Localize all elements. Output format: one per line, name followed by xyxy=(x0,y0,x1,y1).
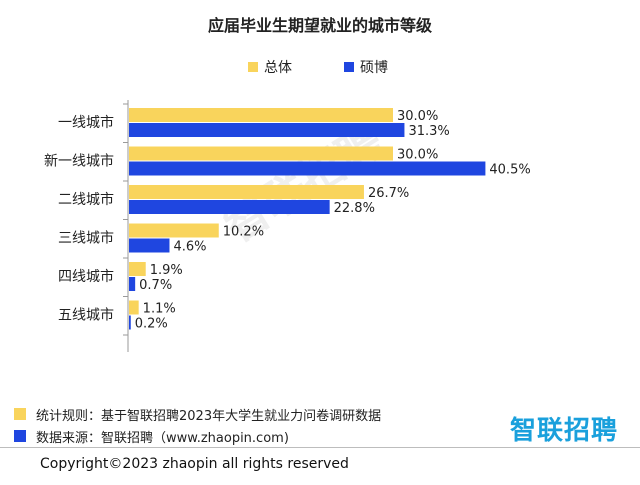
bar-value-label: 4.6% xyxy=(173,240,206,255)
note-text-source: 数据来源：智联招聘（www.zhaopin.com) xyxy=(36,430,289,446)
bar-value-label: 0.2% xyxy=(135,317,168,332)
bar-value-label: 30.0% xyxy=(397,109,438,124)
bar-overall xyxy=(129,146,393,161)
bar-postgrad xyxy=(129,315,131,330)
bar-value-label: 1.1% xyxy=(143,302,176,317)
copyright-text: Copyright©2023 zhaopin all rights reserv… xyxy=(40,456,349,472)
legend-item-postgrad: 硕博 xyxy=(344,57,388,77)
bar-value-label: 31.3% xyxy=(408,124,449,139)
chart-notes: 统计规则：基于智联招聘2023年大学生就业力问卷调研数据 数据来源：智联招聘（w… xyxy=(14,403,381,447)
bar-chart: 一线城市 30.0%31.3%新一线城市 30.0%40.5%二线城市 26.7%22… xyxy=(44,100,531,352)
category-label: 一线城市 xyxy=(58,114,114,131)
bar-overall xyxy=(129,262,146,276)
category-label: 五线城市 xyxy=(58,307,114,324)
legend-swatch-overall xyxy=(248,62,258,72)
bar-value-label: 26.7% xyxy=(368,186,409,201)
bar-overall xyxy=(129,108,393,122)
legend-label-postgrad: 硕博 xyxy=(360,60,388,76)
bar-value-label: 40.5% xyxy=(489,163,530,178)
note-swatch-rule xyxy=(14,408,26,420)
note-swatch-source xyxy=(14,430,26,442)
legend-label-overall: 总体 xyxy=(264,60,292,76)
bar-overall xyxy=(129,185,364,199)
bar-postgrad xyxy=(129,238,170,253)
legend-swatch-postgrad xyxy=(344,62,354,72)
category-label: 四线城市 xyxy=(58,268,114,285)
bar-overall xyxy=(129,300,139,315)
bar-value-label: 1.9% xyxy=(150,263,183,278)
bar-value-label: 0.7% xyxy=(139,278,172,293)
note-text-rule: 统计规则：基于智联招聘2023年大学生就业力问卷调研数据 xyxy=(36,408,382,424)
bar-postgrad xyxy=(129,161,486,176)
legend-item-overall: 总体 xyxy=(248,57,292,77)
chart-title: 应届毕业生期望就业的城市等级 xyxy=(207,16,432,35)
note-row-source: 数据来源：智联招聘（www.zhaopin.com) xyxy=(14,425,381,447)
bar-value-label: 30.0% xyxy=(397,148,438,163)
bar-postgrad xyxy=(129,200,330,214)
zhaopin-logo: 智联招聘 xyxy=(509,416,618,446)
bar-value-label: 22.8% xyxy=(334,201,375,216)
bar-postgrad xyxy=(129,123,405,137)
footer: Copyright©2023 zhaopin all rights reserv… xyxy=(0,447,640,485)
bar-value-label: 10.2% xyxy=(223,225,264,240)
category-label: 三线城市 xyxy=(58,230,114,247)
category-label: 二线城市 xyxy=(58,191,114,208)
bar-overall xyxy=(129,223,219,238)
note-row-rule: 统计规则：基于智联招聘2023年大学生就业力问卷调研数据 xyxy=(14,403,381,425)
category-label: 新一线城市 xyxy=(44,153,114,170)
chart-legend: 总体 硕博 xyxy=(248,58,440,76)
bar-postgrad xyxy=(129,277,136,291)
